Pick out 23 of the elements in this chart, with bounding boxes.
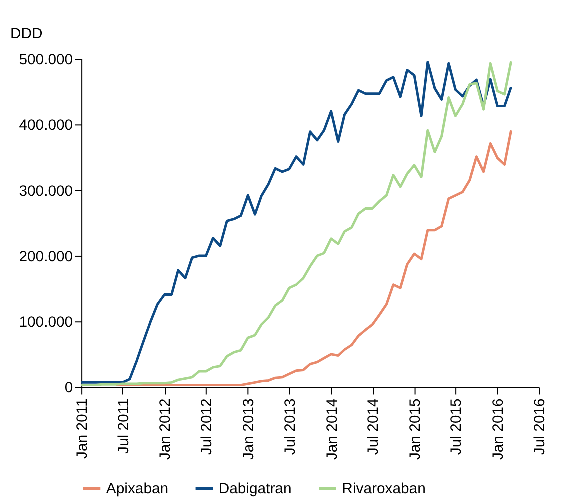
x-tick-label: Jul 2012: [198, 398, 216, 456]
x-tick-label: Jan 2014: [324, 398, 341, 460]
x-tick-label: Jul 2013: [282, 398, 299, 456]
x-tick-label: Jan 2015: [406, 398, 424, 460]
y-tick-label: 100.000: [19, 314, 74, 332]
y-tick-label: 500.000: [19, 52, 74, 68]
x-tick-label: Jul 2014: [365, 398, 382, 456]
legend-label: Rivaroxaban: [342, 480, 426, 498]
x-tick-label: Jan 2016: [490, 398, 508, 460]
x-tick-label: Jul 2015: [448, 398, 466, 456]
y-tick-label: 200.000: [19, 248, 74, 266]
y-tick-label: 300.000: [19, 182, 74, 200]
x-tick-label: Jul 2011: [115, 398, 132, 454]
y-tick-label: 400.000: [19, 117, 74, 134]
y-tick-label: 0: [64, 380, 74, 397]
x-tick-label: Jan 2011: [74, 398, 92, 459]
y-axis-title: DDD: [10, 26, 43, 43]
line-series: [114, 129, 513, 387]
legend-label: Apixaban: [106, 480, 169, 498]
x-tick-label: Jan 2012: [157, 398, 174, 460]
legend-label: Dabigatran: [218, 480, 292, 498]
x-tick-label: Jul 2016: [532, 398, 549, 456]
x-tick-label: Jan 2013: [240, 398, 258, 460]
